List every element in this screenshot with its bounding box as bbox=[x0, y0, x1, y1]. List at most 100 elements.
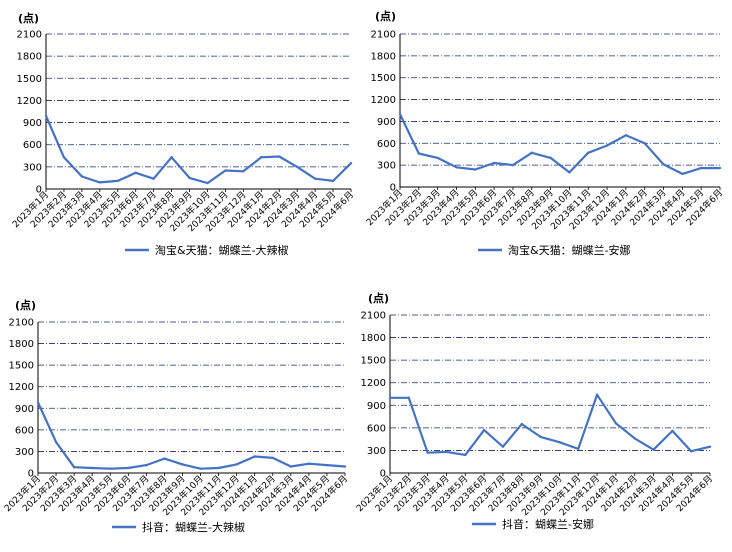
unit-label: (点) bbox=[18, 11, 39, 25]
data-point bbox=[445, 450, 448, 454]
data-point bbox=[325, 463, 329, 467]
y-tick-label: 900 bbox=[23, 118, 42, 129]
data-point bbox=[90, 466, 94, 470]
data-point bbox=[436, 156, 439, 160]
y-tick-label: 1200 bbox=[9, 382, 34, 393]
data-point bbox=[417, 152, 421, 155]
y-tick-label: 600 bbox=[23, 140, 42, 151]
y-tick-label: 300 bbox=[15, 447, 34, 458]
y-tick-label: 2100 bbox=[9, 318, 34, 329]
data-point bbox=[464, 453, 467, 457]
data-point bbox=[163, 457, 166, 460]
data-point bbox=[492, 161, 496, 165]
data-point bbox=[624, 134, 628, 137]
y-tick-label: 1200 bbox=[361, 378, 386, 389]
data-point bbox=[407, 396, 411, 399]
chart-3: (点)030060090012001500180021002023年1月2023… bbox=[2, 298, 350, 534]
chart-4: (点)030060090012001500180021002023年1月2023… bbox=[354, 291, 715, 531]
y-tick-label: 2100 bbox=[361, 311, 386, 322]
data-point bbox=[530, 151, 533, 154]
y-tick-label: 900 bbox=[367, 401, 386, 412]
data-point bbox=[605, 144, 609, 147]
data-point bbox=[681, 172, 684, 176]
data-point bbox=[188, 176, 191, 180]
y-tick-label: 1500 bbox=[9, 361, 34, 372]
data-point bbox=[549, 156, 552, 160]
y-tick-label: 0 bbox=[380, 469, 386, 480]
data-point bbox=[426, 451, 429, 454]
data-point bbox=[72, 466, 76, 469]
y-tick-label: 300 bbox=[23, 162, 42, 173]
data-point bbox=[127, 466, 130, 470]
data-point bbox=[224, 169, 227, 172]
y-tick-label: 600 bbox=[377, 139, 396, 150]
series-line bbox=[399, 113, 720, 175]
data-point bbox=[520, 422, 523, 426]
legend-label: 淘宝&天猫：蝴蝶兰-大辣椒 bbox=[155, 243, 289, 257]
data-point bbox=[80, 175, 84, 178]
y-tick-label: 0 bbox=[28, 469, 34, 480]
data-point bbox=[278, 155, 281, 158]
data-point bbox=[295, 165, 299, 169]
series-line bbox=[44, 115, 352, 185]
data-point bbox=[539, 435, 542, 439]
chart-2: (点)030060090012001500180021002023年1月2023… bbox=[364, 9, 725, 257]
data-point bbox=[343, 465, 347, 468]
data-point bbox=[170, 156, 173, 159]
data-point bbox=[109, 467, 112, 470]
y-tick-label: 1200 bbox=[17, 96, 42, 107]
data-point bbox=[36, 401, 40, 404]
data-point bbox=[253, 455, 256, 458]
data-point bbox=[689, 449, 693, 453]
data-point bbox=[242, 170, 245, 173]
data-point bbox=[181, 463, 184, 466]
y-tick-label: 600 bbox=[15, 425, 34, 436]
data-point bbox=[643, 142, 646, 145]
y-tick-label: 1500 bbox=[17, 74, 42, 85]
data-point bbox=[217, 466, 220, 470]
data-point bbox=[699, 166, 703, 170]
y-tick-label: 900 bbox=[15, 404, 34, 415]
data-point bbox=[313, 177, 317, 180]
data-point bbox=[44, 114, 48, 118]
data-point bbox=[152, 177, 155, 180]
series-line bbox=[36, 402, 346, 470]
data-point bbox=[558, 440, 561, 444]
y-tick-label: 600 bbox=[367, 423, 386, 434]
unit-label: (点) bbox=[15, 298, 36, 312]
y-tick-label: 300 bbox=[367, 446, 386, 457]
data-point bbox=[587, 151, 590, 154]
data-point bbox=[595, 393, 599, 396]
y-tick-label: 0 bbox=[36, 185, 42, 196]
data-point bbox=[307, 462, 311, 465]
data-point bbox=[145, 463, 148, 467]
data-point bbox=[271, 456, 274, 460]
data-point bbox=[614, 422, 618, 425]
series-line bbox=[390, 393, 711, 456]
data-point bbox=[671, 429, 674, 433]
data-point bbox=[455, 166, 458, 169]
y-tick-label: 1800 bbox=[9, 339, 34, 350]
data-point bbox=[474, 168, 477, 171]
data-point bbox=[98, 181, 102, 184]
data-point bbox=[134, 171, 137, 174]
legend-label: 淘宝&天猫：蝴蝶兰-安娜 bbox=[508, 243, 631, 257]
data-point bbox=[116, 179, 119, 183]
y-tick-label: 1500 bbox=[371, 73, 396, 84]
data-point bbox=[235, 463, 238, 466]
data-point bbox=[633, 437, 636, 440]
data-point bbox=[54, 440, 58, 444]
data-point bbox=[577, 447, 580, 451]
data-point bbox=[718, 166, 722, 170]
y-tick-label: 1500 bbox=[361, 356, 386, 367]
data-point bbox=[568, 171, 571, 174]
data-point bbox=[501, 445, 505, 448]
y-tick-label: 1200 bbox=[371, 95, 396, 106]
data-point bbox=[708, 445, 712, 448]
y-tick-label: 1800 bbox=[361, 333, 386, 344]
data-point bbox=[662, 163, 665, 166]
data-point bbox=[388, 396, 392, 399]
y-tick-label: 900 bbox=[377, 117, 396, 128]
